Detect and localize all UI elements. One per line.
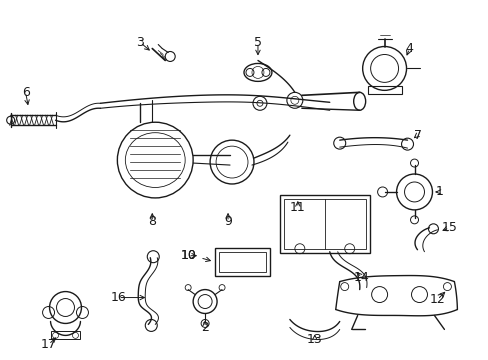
Bar <box>50 332 81 339</box>
Text: 7: 7 <box>413 129 421 142</box>
Bar <box>279 195 369 253</box>
Text: 1: 1 <box>435 185 443 198</box>
Text: 15: 15 <box>441 221 456 234</box>
Text: 6: 6 <box>21 86 29 99</box>
Text: 16: 16 <box>110 291 126 304</box>
Text: 8: 8 <box>148 215 156 228</box>
Text: 14: 14 <box>353 271 369 284</box>
Bar <box>367 86 401 94</box>
Text: 12: 12 <box>428 293 445 306</box>
Text: 5: 5 <box>253 36 262 49</box>
Text: 10: 10 <box>180 249 196 262</box>
Bar <box>284 199 365 249</box>
Text: 11: 11 <box>289 201 305 215</box>
Bar <box>215 248 269 276</box>
Bar <box>219 252 265 272</box>
Text: 13: 13 <box>306 333 322 346</box>
Text: 10: 10 <box>180 249 196 262</box>
Text: 2: 2 <box>201 321 209 334</box>
Text: 4: 4 <box>405 42 413 55</box>
Text: 17: 17 <box>41 338 57 351</box>
Text: 9: 9 <box>224 215 231 228</box>
Text: 3: 3 <box>136 36 144 49</box>
